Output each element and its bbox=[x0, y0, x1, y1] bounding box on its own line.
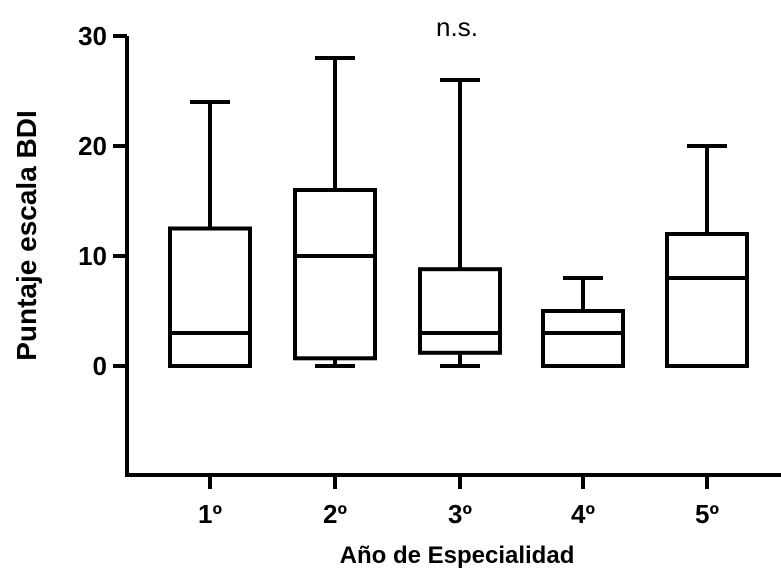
box-3 bbox=[418, 78, 502, 368]
y-tick-label: 20 bbox=[78, 131, 107, 161]
significance-annotation: n.s. bbox=[436, 12, 478, 42]
y-tick-label: 10 bbox=[78, 241, 107, 271]
box-4 bbox=[541, 276, 625, 368]
x-tick-label: 3º bbox=[448, 499, 472, 529]
iqr-box bbox=[418, 267, 502, 355]
x-tick-label: 2º bbox=[323, 499, 347, 529]
x-tick-label: 5º bbox=[695, 499, 719, 529]
y-axis: 0 10 20 30 bbox=[78, 21, 129, 477]
x-tick-label: 4º bbox=[571, 499, 595, 529]
box-2 bbox=[293, 56, 377, 368]
x-axis: 1º 2º 3º 4º 5º bbox=[125, 473, 781, 529]
iqr-box bbox=[541, 309, 625, 368]
box-1 bbox=[168, 100, 252, 368]
y-tick-label: 30 bbox=[78, 21, 107, 51]
iqr-box bbox=[168, 226, 252, 368]
x-tick-label: 1º bbox=[198, 499, 222, 529]
box-series bbox=[168, 56, 749, 368]
box-5 bbox=[665, 144, 749, 368]
iqr-box bbox=[665, 232, 749, 368]
y-axis-title: Puntaje escala BDI bbox=[11, 110, 42, 361]
iqr-box bbox=[293, 188, 377, 361]
x-axis-title: Año de Especialidad bbox=[340, 542, 575, 569]
y-tick-label: 0 bbox=[93, 351, 107, 381]
